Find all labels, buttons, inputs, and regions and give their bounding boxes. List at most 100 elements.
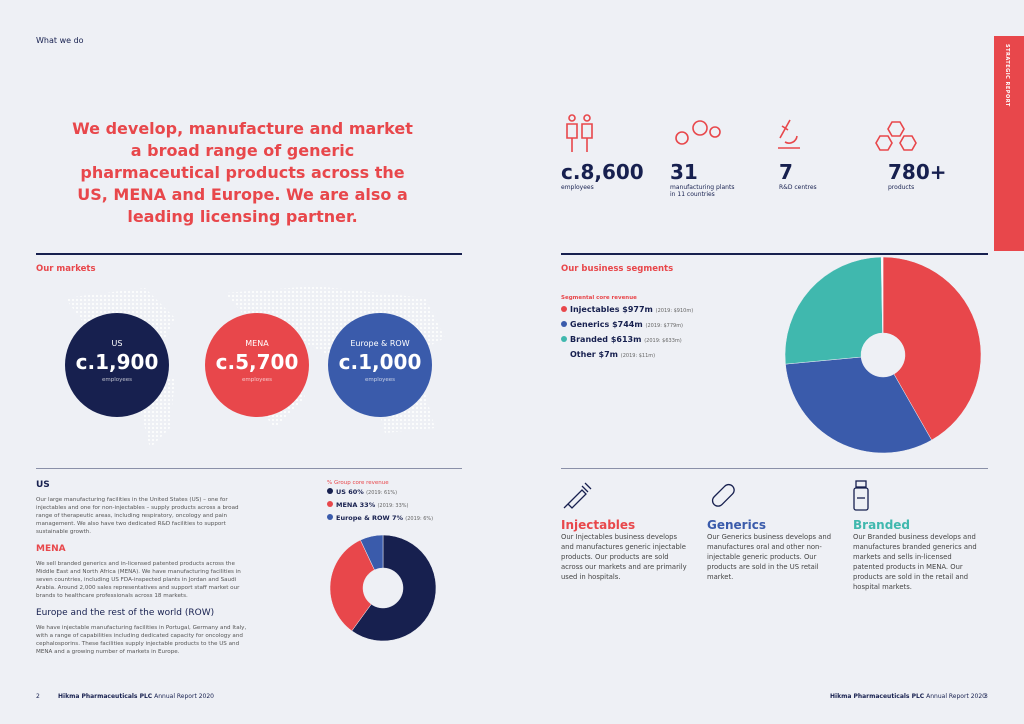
footer-text: Hikma Pharmaceuticals PLC Annual Report … [830, 693, 986, 700]
pie-slice [785, 356, 932, 453]
segment: Injectables Our Injectables business deve… [561, 518, 691, 582]
side-tab-label: STRATEGIC REPORT [1004, 44, 1010, 107]
region-body: Our large manufacturing facilities in th… [36, 497, 239, 535]
segment-title: Generics [707, 518, 766, 532]
region-name: Europe & ROW [350, 339, 410, 348]
report: Annual Report 2020 [154, 693, 214, 700]
divider [561, 253, 988, 255]
pie-slice [880, 257, 884, 334]
legend-prior: (2019: $910m) [655, 308, 694, 314]
legend-dot [561, 306, 567, 312]
legend-name: Other [570, 350, 596, 359]
stat-label: R&D centres [779, 184, 817, 191]
legend-name: MENA [336, 501, 358, 509]
legend-prior: (2019: $11m) [620, 353, 656, 359]
segment-title: Branded [853, 518, 911, 532]
section-label: What we do [36, 36, 84, 45]
market-circle: Europe & ROW c.1,000 employees [328, 313, 432, 417]
stat-label: products [888, 184, 915, 191]
legend-prior: (2019: $779m) [645, 323, 684, 329]
legend-amount: $613m [610, 335, 642, 344]
pie-slice [785, 257, 883, 365]
page-number: 2 [36, 693, 40, 700]
intro: We develop, manufacture and market a bro… [72, 119, 413, 226]
legend-prior: (2019: 33%) [377, 503, 409, 509]
segment: Generics Our Generics business develops a… [707, 518, 837, 582]
legend-name: Injectables [570, 305, 620, 314]
pie-slice [351, 535, 436, 641]
legend-prior: (2019: $633m) [644, 338, 682, 344]
legend-amount: 60% [348, 488, 364, 496]
region-body: We have injectable manufacturing facilit… [36, 625, 247, 655]
report: Annual Report 2020 [926, 693, 986, 700]
stat-value: c.8,600 [561, 160, 644, 184]
legend-name: Europe & ROW [336, 514, 390, 522]
legend-prior: (2019: 6%) [405, 516, 434, 522]
company: Hikma Pharmaceuticals PLC [58, 693, 153, 700]
legend-prior: (2019: 61%) [366, 490, 398, 496]
legend-name: Generics [570, 320, 610, 329]
region-label: employees [241, 377, 272, 383]
group-pie [330, 535, 436, 641]
stat-value: 780+ [888, 160, 947, 184]
legend-amount: $7m [598, 350, 618, 359]
pie-slice [330, 539, 375, 632]
region-label: employees [101, 377, 132, 383]
legend-item: Branded $613m (2019: $633m) [561, 333, 693, 348]
legend-amount: 7% [391, 514, 404, 522]
segment-body: Our Generics business develops and manuf… [707, 533, 832, 581]
stat-value: 31 [670, 160, 698, 184]
region-title: US [36, 480, 50, 490]
market-circle: US c.1,900 employees [65, 313, 169, 417]
segment-title: Injectables [561, 518, 636, 532]
legend-amount: $977m [622, 305, 653, 314]
legend-dot [561, 321, 567, 327]
region-value: c.5,700 [215, 350, 299, 374]
legend-item: Injectables $977m (2019: $910m) [561, 303, 693, 318]
divider [36, 253, 462, 255]
company: Hikma Pharmaceuticals PLC [830, 693, 925, 700]
legend-amount: $744m [612, 320, 643, 329]
legend-title: Segmental core revenue [561, 295, 637, 301]
legend-item: Generics $744m (2019: $779m) [561, 318, 693, 333]
legend-dot [561, 336, 567, 342]
legend-item: MENA 33% (2019: 33%) [327, 499, 433, 512]
divider [36, 468, 462, 469]
pie-slice [882, 257, 981, 441]
region-name: MENA [245, 339, 269, 348]
region-title: MENA [36, 544, 66, 554]
legend-item: Other $7m (2019: $11m) [561, 348, 693, 363]
section-title: Our markets [36, 264, 96, 274]
stat-icons [566, 114, 917, 152]
region-value: c.1,000 [338, 350, 422, 374]
section-title: Our business segments [561, 264, 674, 274]
region-value: c.1,900 [75, 350, 159, 374]
region-body: We sell branded generics and in-licensed… [36, 561, 241, 599]
pie-slice [360, 535, 384, 571]
region-label: employees [364, 377, 395, 383]
region-title: Europe and the rest of the world (ROW) [36, 608, 215, 618]
stat: 780+ products [888, 160, 988, 191]
legend-dot [327, 501, 333, 507]
market-circle: MENA c.5,700 employees [205, 313, 309, 417]
segment-body: Our Injectables business develops and ma… [561, 533, 687, 581]
segment-body: Our Branded business develops and manufa… [853, 533, 977, 591]
side-tab: STRATEGIC REPORT [994, 36, 1024, 251]
legend: Segmental core revenue Injectables $977m… [561, 295, 693, 363]
stat-label: employees [561, 184, 594, 191]
legend: % Group core revenue US 60% (2019: 61%) M… [327, 480, 433, 525]
stat: 7 R&D centres [779, 160, 879, 191]
legend-dot [327, 488, 333, 494]
stat: c.8,600 employees [561, 160, 661, 191]
segments-pie [785, 257, 981, 453]
legend-item: Europe & ROW 7% (2019: 6%) [327, 512, 433, 525]
region-name: US [111, 339, 123, 348]
segment-icons [563, 480, 869, 511]
divider [561, 468, 988, 469]
legend-title: % Group core revenue [327, 480, 389, 486]
footer-text: Hikma Pharmaceuticals PLC Annual Report … [58, 693, 214, 700]
stat-label: manufacturing plants in 11 countries [670, 184, 735, 198]
stat-value: 7 [779, 160, 793, 184]
legend-dot [327, 514, 333, 520]
